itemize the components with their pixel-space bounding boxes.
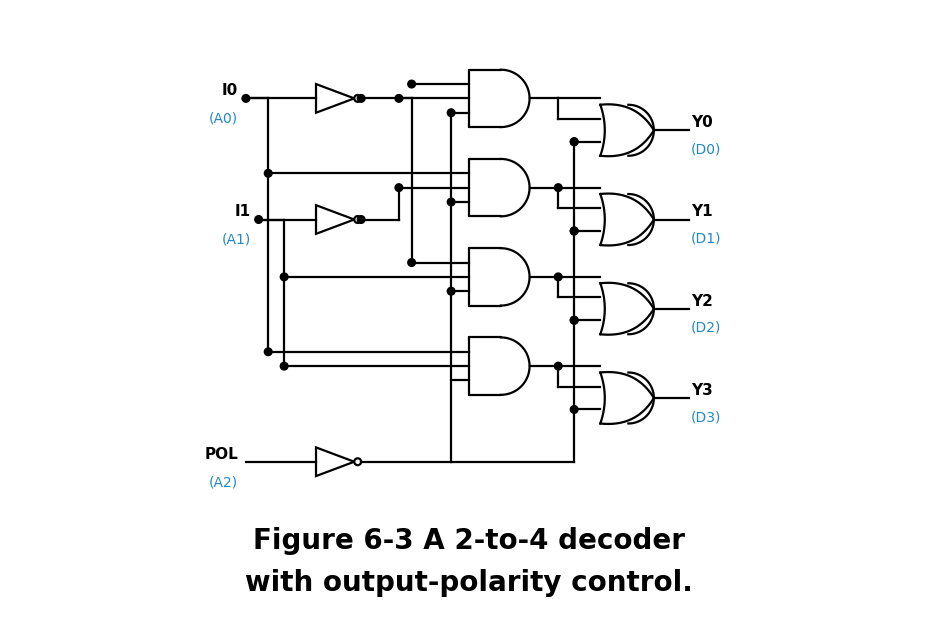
Circle shape [408,80,416,88]
Circle shape [554,184,562,192]
Circle shape [255,215,263,223]
Text: (A2): (A2) [209,475,238,489]
Text: (A0): (A0) [209,112,238,126]
Text: Y3: Y3 [690,383,713,398]
Circle shape [447,287,455,295]
Text: (D2): (D2) [690,321,721,335]
Circle shape [554,273,562,281]
Text: Y0: Y0 [690,115,713,130]
Circle shape [447,198,455,206]
Text: I0: I0 [222,83,238,98]
Text: with output-polarity control.: with output-polarity control. [245,569,693,597]
Circle shape [242,95,250,102]
Circle shape [570,406,578,413]
Circle shape [570,227,578,235]
Circle shape [570,138,578,145]
Circle shape [570,138,578,145]
Circle shape [570,316,578,324]
Text: (D3): (D3) [690,410,721,424]
Text: (A1): (A1) [221,233,251,247]
Circle shape [408,258,416,266]
Circle shape [570,316,578,324]
Circle shape [265,348,272,356]
Text: POL: POL [204,447,238,462]
Circle shape [357,95,365,102]
Text: (D0): (D0) [690,142,721,156]
Circle shape [395,184,402,192]
Circle shape [554,362,562,370]
Text: I1: I1 [234,204,251,219]
Text: Y1: Y1 [690,204,713,219]
Circle shape [265,170,272,177]
Text: (D1): (D1) [690,231,721,246]
Circle shape [280,362,288,370]
Text: Figure 6-3 A 2-to-4 decoder: Figure 6-3 A 2-to-4 decoder [253,527,685,556]
Circle shape [447,109,455,116]
Text: Y2: Y2 [690,294,713,309]
Circle shape [395,95,402,102]
Circle shape [570,227,578,235]
Circle shape [280,273,288,281]
Circle shape [357,215,365,223]
